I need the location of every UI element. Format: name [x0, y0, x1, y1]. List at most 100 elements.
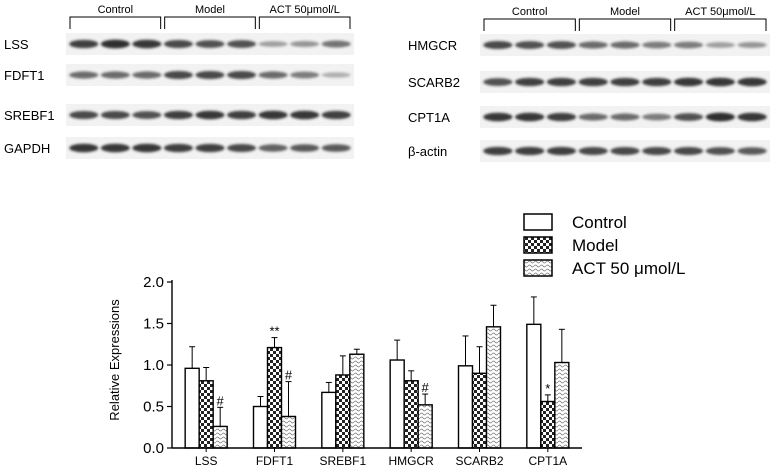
left-blot-band [290, 144, 320, 152]
left-group-label: Model [195, 4, 225, 16]
legend-label: Model [572, 236, 618, 255]
left-group-bracket [69, 16, 162, 29]
left-group-bracket [258, 16, 351, 29]
right-blot-band [610, 41, 640, 49]
significance-mark: # [422, 380, 430, 395]
bar [540, 400, 556, 449]
left-blot-band [132, 143, 162, 153]
x-tick-label: SREBF1 [319, 454, 366, 465]
right-group-bracket [578, 18, 672, 31]
right-blot-band [515, 146, 545, 156]
bar [266, 346, 283, 449]
right-blot-band [673, 113, 704, 121]
legend-label: ACT 50 μmol/L [572, 259, 685, 278]
right-blot-band [515, 77, 545, 87]
blot-panel-left: Control Model ACT 50μmol/L LSS FDFT1 SREBF1 GA… [4, 4, 354, 159]
bar [457, 365, 474, 449]
right-blot-band [737, 147, 767, 155]
left-blot-band [100, 110, 130, 120]
left-group-label: ACT 50μmol/L [269, 4, 339, 16]
legend-swatch [523, 236, 553, 254]
bar [280, 415, 297, 449]
right-group-bracket [483, 18, 576, 31]
left-blot-band [100, 143, 130, 153]
left-blot-band [100, 71, 130, 79]
right-blot-band [673, 77, 704, 87]
left-blot-band [321, 110, 351, 120]
left-blot-row-label: FDFT1 [4, 68, 44, 83]
x-tick-label: FDFT1 [256, 454, 294, 465]
right-blot-row-label: CPT1A [408, 110, 450, 125]
right-blot-row-label: HMGCR [408, 38, 457, 53]
bar [403, 380, 419, 449]
x-tick-label: HMGCR [389, 454, 435, 465]
right-blot-band [673, 146, 704, 156]
right-blot-band [515, 112, 545, 122]
left-blot-band [321, 144, 351, 152]
right-group-bracket [674, 18, 767, 31]
left-blot-band [163, 39, 193, 49]
right-blot-band [578, 146, 608, 156]
left-blot-band [163, 110, 193, 120]
left-blot-band [69, 143, 99, 153]
significance-mark: ** [269, 324, 279, 339]
left-blot-band [163, 143, 193, 153]
left-blot-band [195, 143, 225, 153]
left-blot-band [132, 39, 162, 49]
bar [526, 323, 542, 449]
right-blot-band [705, 147, 735, 155]
right-blot-band [737, 112, 767, 122]
left-blot-band [321, 40, 351, 48]
right-blot-band [642, 113, 672, 121]
legend-swatch [523, 259, 553, 277]
left-blot-band [195, 70, 225, 80]
bar [349, 353, 365, 449]
right-blot-band [610, 146, 640, 156]
right-blot-band [546, 146, 577, 156]
axes-layer: LSS FDFT1 SREBF1 HMGCR SCARB2 CPT1A # ** # # * 0.0 0… [143, 274, 582, 465]
left-blot-band [258, 41, 288, 47]
right-blot-band [705, 42, 735, 48]
bar [471, 372, 488, 449]
left-blot-band [290, 40, 320, 48]
right-blot-band [578, 113, 608, 121]
right-blot-row-label: β-actin [408, 144, 447, 159]
bar [321, 391, 337, 449]
left-blot-band [69, 39, 99, 49]
legend-label: Control [572, 213, 627, 232]
right-blot-band [578, 77, 608, 87]
legend-swatch [523, 213, 553, 231]
left-blot-row-label: LSS [4, 37, 29, 52]
y-tick-label: 1.5 [143, 316, 164, 333]
left-blot-band [290, 110, 320, 120]
left-blot-band [227, 70, 257, 80]
right-blot-band [546, 112, 577, 122]
right-blot-band [546, 41, 577, 49]
right-blot-band [610, 113, 640, 121]
right-blot-band [515, 41, 545, 49]
right-blot-band [578, 41, 608, 49]
bar [198, 380, 214, 449]
left-blot-row-label: SREBF1 [4, 108, 55, 123]
left-blot-band [227, 143, 257, 153]
bar [417, 404, 433, 449]
left-blot-row-label: GAPDH [4, 141, 50, 156]
left-blot-band [258, 110, 288, 120]
left-group-bracket [164, 16, 256, 29]
right-blot-band [483, 40, 513, 50]
left-blot-band [100, 39, 130, 49]
left-blot-band [195, 40, 225, 48]
bar [335, 374, 351, 449]
left-blot-band [321, 72, 351, 78]
right-blot-band [673, 41, 704, 49]
right-blot-band [546, 77, 577, 87]
left-blot-band [227, 40, 257, 48]
bar [212, 425, 228, 449]
right-blot-row-label: SCARB2 [408, 75, 460, 90]
left-blot-band [69, 71, 99, 79]
y-axis-label: Relative Expressions [107, 299, 122, 421]
y-tick-label: 1.0 [143, 357, 164, 374]
left-blot-band [132, 71, 162, 79]
left-group-label: Control [98, 4, 133, 16]
